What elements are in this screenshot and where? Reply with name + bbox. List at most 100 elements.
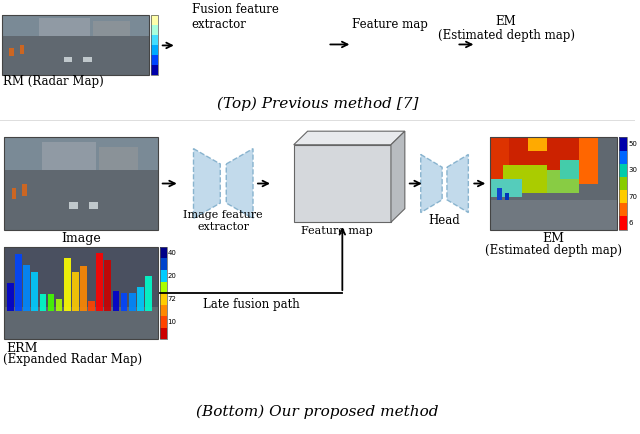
Bar	[83, 57, 92, 62]
Text: 6: 6	[628, 220, 632, 226]
Bar	[4, 247, 158, 339]
Bar	[42, 142, 96, 170]
Bar	[509, 138, 586, 179]
Bar	[4, 138, 158, 170]
Text: 70: 70	[628, 194, 637, 200]
Bar	[2, 15, 149, 76]
Bar	[23, 265, 30, 312]
Text: Feature map: Feature map	[301, 226, 373, 236]
Text: ERM: ERM	[6, 342, 38, 355]
Bar	[490, 200, 617, 230]
Bar	[72, 272, 79, 312]
Text: Head: Head	[429, 214, 460, 227]
Bar	[47, 294, 54, 312]
Bar	[490, 179, 522, 197]
Bar	[68, 202, 78, 209]
Bar	[160, 293, 166, 305]
Bar	[151, 36, 158, 46]
Text: RM (Radar Map): RM (Radar Map)	[3, 75, 104, 88]
Bar	[22, 184, 27, 197]
Bar	[490, 138, 617, 230]
Bar	[15, 254, 22, 312]
Bar	[619, 164, 627, 177]
Bar	[4, 170, 158, 230]
Bar	[619, 138, 627, 230]
Bar	[160, 328, 166, 339]
Bar	[497, 188, 502, 216]
Bar	[490, 138, 617, 230]
Polygon shape	[420, 155, 442, 213]
Bar	[160, 270, 166, 282]
Bar	[99, 147, 138, 170]
Text: 10: 10	[168, 319, 177, 325]
Text: Fusion feature
extractor: Fusion feature extractor	[191, 3, 278, 31]
Polygon shape	[294, 131, 405, 145]
Bar	[151, 15, 158, 26]
Bar	[160, 316, 166, 328]
Bar	[490, 138, 509, 184]
Bar	[619, 190, 627, 203]
Polygon shape	[193, 148, 220, 218]
Bar	[12, 188, 16, 199]
Bar	[160, 305, 166, 316]
Bar	[104, 260, 111, 312]
Bar	[56, 299, 63, 312]
Text: (Top) Previous method [7]: (Top) Previous method [7]	[217, 97, 419, 112]
Text: Late fusion path: Late fusion path	[203, 298, 300, 311]
Bar	[64, 258, 70, 312]
Bar	[579, 138, 598, 184]
Bar	[151, 66, 158, 76]
Bar	[619, 138, 627, 151]
Bar	[619, 203, 627, 217]
Bar	[619, 217, 627, 230]
Bar	[7, 283, 13, 312]
Bar	[63, 57, 72, 62]
Bar	[151, 15, 158, 76]
Text: (Estimated depth map): (Estimated depth map)	[438, 29, 575, 42]
Text: 40: 40	[168, 250, 177, 256]
Bar	[503, 165, 547, 193]
Bar	[4, 138, 158, 230]
Polygon shape	[391, 131, 405, 222]
Bar	[121, 293, 127, 312]
Bar	[4, 307, 158, 339]
Bar	[20, 46, 24, 54]
Bar	[294, 145, 391, 222]
Bar	[160, 259, 166, 270]
Bar	[113, 292, 119, 312]
Bar	[160, 247, 166, 259]
Bar	[93, 21, 130, 36]
Text: EM: EM	[496, 15, 516, 28]
Text: 50: 50	[628, 141, 637, 147]
Bar	[560, 161, 598, 179]
Bar	[129, 293, 136, 312]
Text: 30: 30	[628, 168, 637, 173]
Bar	[31, 272, 38, 312]
Bar	[88, 301, 95, 312]
Bar	[145, 276, 152, 312]
Bar	[151, 26, 158, 36]
Bar	[547, 170, 579, 193]
Bar	[151, 56, 158, 66]
Bar	[10, 49, 13, 56]
Text: (Bottom) Our proposed method: (Bottom) Our proposed method	[196, 404, 439, 418]
Bar	[619, 177, 627, 190]
Bar	[97, 253, 103, 312]
Bar	[4, 247, 158, 339]
Bar	[160, 282, 166, 293]
Bar	[2, 15, 149, 36]
Text: (Expanded Radar Map): (Expanded Radar Map)	[3, 353, 142, 366]
Text: (Estimated depth map): (Estimated depth map)	[485, 244, 622, 257]
Bar	[528, 138, 547, 151]
Text: Feature map: Feature map	[352, 18, 428, 31]
Bar	[160, 247, 166, 339]
Bar	[38, 18, 90, 36]
Text: 20: 20	[168, 273, 177, 279]
Text: Image feature
extractor: Image feature extractor	[184, 210, 263, 232]
Bar	[619, 151, 627, 164]
Text: EM: EM	[543, 232, 564, 245]
Bar	[88, 202, 98, 209]
Bar	[137, 287, 143, 312]
Bar	[40, 294, 46, 312]
Bar	[2, 36, 149, 76]
